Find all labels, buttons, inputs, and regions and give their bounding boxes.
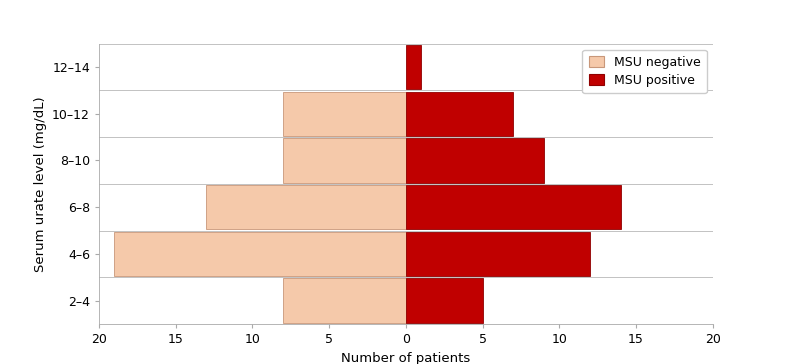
Bar (406, 45, 421, 89)
Bar (406, 92, 513, 136)
Y-axis label: Serum urate level (mg/dL): Serum urate level (mg/dL) (33, 96, 47, 272)
X-axis label: Number of patients: Number of patients (341, 352, 470, 364)
Legend: MSU negative, MSU positive: MSU negative, MSU positive (582, 50, 706, 94)
Bar (284, 92, 406, 136)
Bar (406, 185, 621, 229)
Bar (406, 278, 482, 323)
Bar (207, 185, 406, 229)
Bar (406, 232, 590, 276)
Bar (406, 138, 544, 183)
Bar (284, 278, 406, 323)
Bar (114, 232, 406, 276)
Bar (284, 138, 406, 183)
